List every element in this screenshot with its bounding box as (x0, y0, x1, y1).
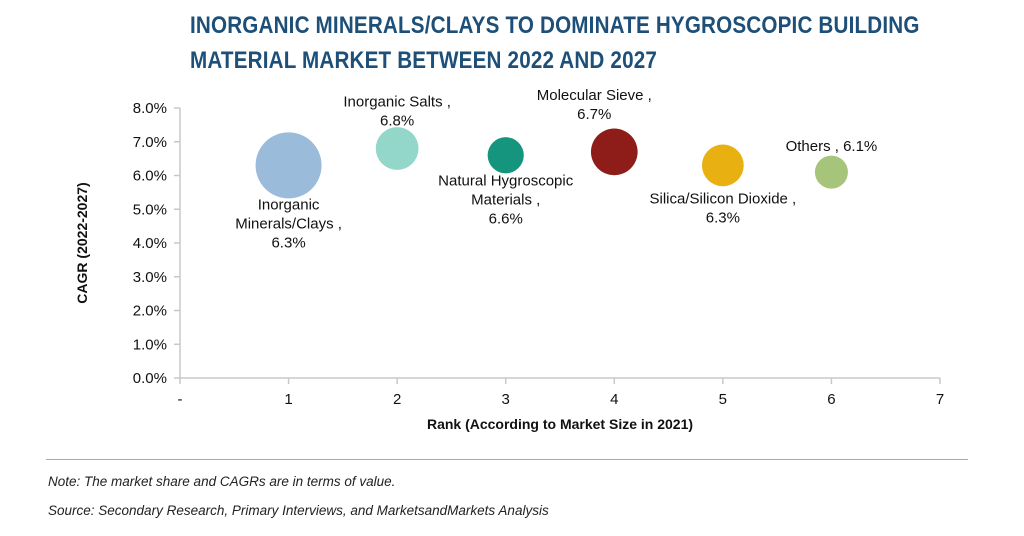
y-tick-label: 2.0% (133, 303, 167, 320)
x-tick-label: 5 (719, 391, 727, 408)
x-axis-title: Rank (According to Market Size in 2021) (427, 416, 693, 432)
y-tick-label: 1.0% (133, 336, 167, 353)
footer-divider (46, 459, 968, 460)
bubble-point (255, 132, 322, 199)
data-label: Natural Hygroscopic Materials , 6.6% (438, 172, 574, 227)
data-label: Molecular Sieve , 6.7% (537, 87, 652, 123)
data-label: Inorganic Minerals/Clays , 6.3% (235, 196, 342, 251)
bubble-point (701, 144, 744, 187)
data-label: Silica/Silicon Dioxide , 6.3% (649, 190, 796, 226)
data-label: Others , 6.1% (786, 138, 878, 155)
x-tick-label: 3 (502, 391, 510, 408)
data-label: Inorganic Salts , 6.8% (343, 94, 451, 130)
y-tick-label: 7.0% (133, 134, 167, 151)
x-tick-label: 2 (393, 391, 401, 408)
footer-source: Source: Secondary Research, Primary Inte… (48, 503, 549, 518)
bubble-point (487, 137, 524, 174)
chart-title-line-2: MATERIAL MARKET BETWEEN 2022 AND 2027 (190, 47, 658, 74)
chart-title: INORGANIC MINERALS/CLAYS TO DOMINATE HYG… (190, 8, 920, 78)
x-tick-label: 4 (610, 391, 618, 408)
bubble-point (814, 155, 848, 189)
y-tick-label: 6.0% (133, 168, 167, 185)
y-tick-label: 4.0% (133, 235, 167, 252)
x-tick-label: 6 (827, 391, 835, 408)
y-tick-label: 8.0% (133, 100, 167, 117)
bubble-chart: 0.0% 1.0% 2.0% 3.0% 4.0% 5.0% 6.0% 7.0% 8.0% - 1 2… (74, 87, 944, 432)
bubble-point (375, 127, 419, 170)
y-axis-title: CAGR (2022-2027) (74, 182, 90, 303)
chart-title-line-1: INORGANIC MINERALS/CLAYS TO DOMINATE HYG… (190, 12, 920, 39)
y-tick-label: 3.0% (133, 269, 167, 286)
x-tick-label: 7 (936, 391, 944, 408)
bubble-point (590, 128, 638, 176)
x-tick-label: 1 (284, 391, 292, 408)
x-tick-label: - (178, 391, 183, 408)
y-tick-label: 0.0% (133, 370, 167, 387)
y-tick-label: 5.0% (133, 201, 167, 218)
footer-note: Note: The market share and CAGRs are in … (48, 474, 396, 489)
